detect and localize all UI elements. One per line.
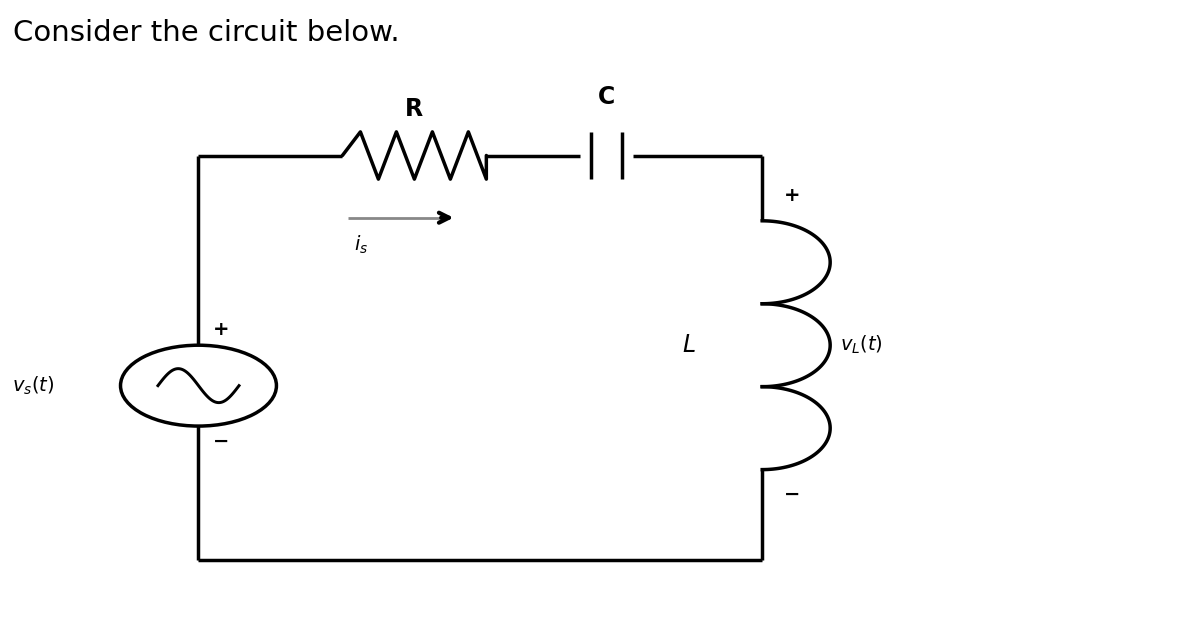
Text: −: − <box>212 432 229 451</box>
Text: C: C <box>598 85 614 109</box>
Text: R: R <box>406 97 424 121</box>
Text: +: + <box>212 320 229 339</box>
Text: $v_s(t)$: $v_s(t)$ <box>12 374 54 397</box>
Text: $L$: $L$ <box>683 333 696 357</box>
Text: Consider the circuit below.: Consider the circuit below. <box>12 19 400 47</box>
Text: $v_L(t)$: $v_L(t)$ <box>840 334 883 356</box>
Text: −: − <box>784 485 800 504</box>
Text: $i_s$: $i_s$ <box>354 233 368 256</box>
Text: +: + <box>784 186 800 205</box>
